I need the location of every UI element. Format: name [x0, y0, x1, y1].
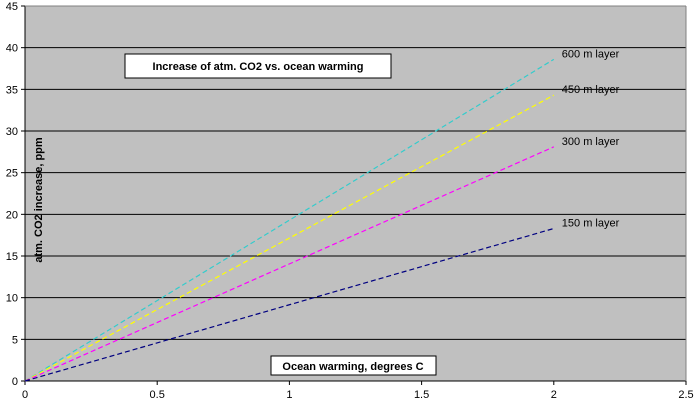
y-tick-label: 35 [6, 84, 18, 96]
y-tick-label: 10 [6, 293, 18, 305]
axes [21, 5, 687, 385]
y-tick-label: 15 [6, 251, 18, 263]
x-axis-title-box: Ocean warming, degrees C [270, 355, 437, 376]
y-tick-label: 30 [6, 126, 18, 138]
y-tick-label: 45 [6, 1, 18, 13]
y-axis-title: atm. CO2 increase, ppm [33, 137, 45, 263]
y-tick-labels: 0 5 10 15 20 25 30 35 40 45 [6, 1, 18, 388]
series-label: 150 m layer [562, 218, 620, 230]
chart-title: Increase of atm. CO2 vs. ocean warming [153, 61, 364, 73]
x-tick-label: 2 [551, 389, 557, 401]
x-tick-label: 1.5 [414, 389, 429, 401]
chart-title-box: Increase of atm. CO2 vs. ocean warming [124, 53, 392, 79]
series-labels: 600 m layer 450 m layer 300 m layer 150 m l… [562, 48, 620, 229]
y-tick-label: 0 [12, 376, 18, 388]
series-label: 300 m layer [562, 136, 620, 148]
series-line-300-m-layer [24, 146, 555, 382]
x-tick-label: 2.5 [678, 389, 693, 401]
y-tick-label: 25 [6, 168, 18, 180]
series-line-600-m-layer [24, 58, 555, 382]
y-tick-label: 5 [12, 334, 18, 346]
x-tick-label: 0.5 [150, 389, 165, 401]
y-tick-label: 40 [6, 43, 18, 55]
y-tick-label: 20 [6, 209, 18, 221]
x-tick-label: 0 [22, 389, 28, 401]
grid-lines [25, 5, 686, 340]
series-line-150-m-layer [24, 227, 554, 382]
series-lines [24, 58, 555, 382]
x-tick-labels: 0 0.5 1 1.5 2 2.5 [22, 389, 694, 401]
x-axis-title: Ocean warming, degrees C [282, 361, 423, 373]
series-label: 600 m layer [562, 48, 620, 60]
series-label: 450 m layer [562, 84, 620, 96]
series-line-450-m-layer [24, 94, 555, 382]
x-tick-label: 1 [286, 389, 292, 401]
